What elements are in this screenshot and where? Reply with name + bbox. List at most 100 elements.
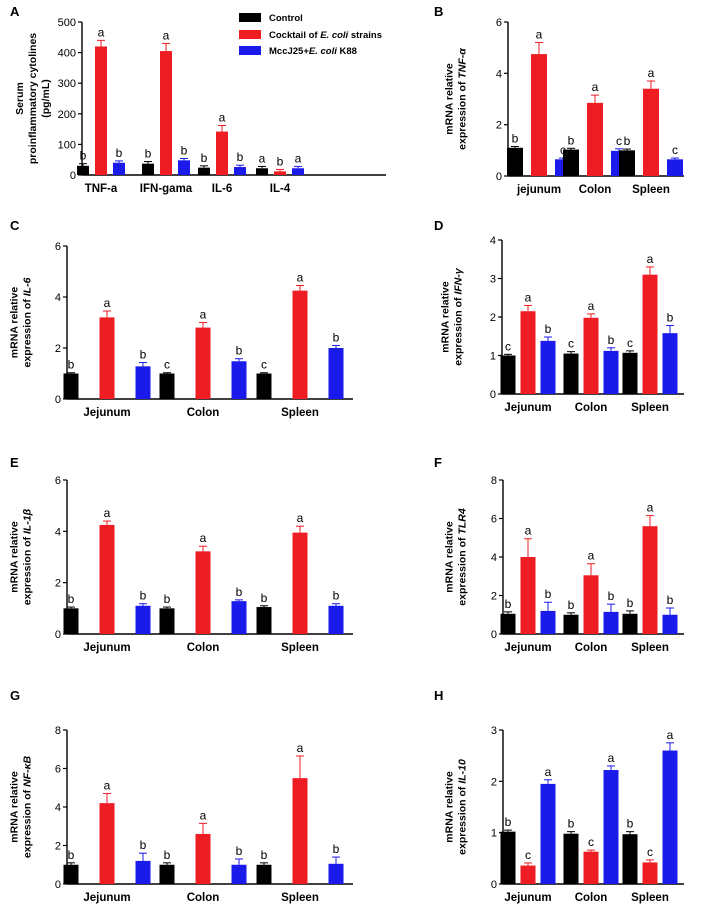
y-tick-label: 6 bbox=[55, 475, 61, 487]
bar-cocktail bbox=[292, 778, 308, 884]
bar-control bbox=[500, 355, 516, 394]
significance-letter: b bbox=[333, 842, 340, 856]
bar-mccj25 bbox=[328, 863, 344, 884]
significance-letter: a bbox=[588, 299, 595, 313]
significance-letter: b bbox=[261, 591, 268, 605]
y-axis-label-part: IFN-γ bbox=[453, 267, 465, 294]
panel-letter: E bbox=[10, 455, 19, 470]
y-tick-label: 0 bbox=[70, 170, 76, 182]
y-tick-label: 2 bbox=[55, 343, 61, 355]
bar-control bbox=[619, 150, 635, 176]
y-tick-label: 100 bbox=[58, 139, 76, 151]
bar-control bbox=[159, 608, 175, 634]
significance-letter: b bbox=[68, 592, 75, 606]
y-tick-label: 0 bbox=[55, 879, 61, 891]
bar-cocktail bbox=[99, 317, 115, 399]
y-axis-label-part: Serum bbox=[14, 82, 26, 115]
bar-cocktail bbox=[95, 46, 107, 176]
panel-C: C 0 2 4 6 mRNA relative expression of IL-6 Jeju… bbox=[9, 218, 353, 419]
bar-mccj25 bbox=[603, 611, 619, 634]
bar-mccj25 bbox=[540, 783, 556, 884]
legend-label-cocktail-part: Cocktail of bbox=[269, 30, 320, 41]
x-category-label: TNF-a bbox=[85, 183, 118, 195]
significance-letter: a bbox=[219, 110, 226, 124]
y-tick-label: 200 bbox=[58, 109, 76, 121]
x-category-label: Jejunum bbox=[83, 892, 130, 904]
panel-letter: H bbox=[434, 688, 443, 703]
bar-cocktail bbox=[292, 532, 308, 634]
significance-letter: a bbox=[295, 151, 302, 165]
significance-letter: c bbox=[672, 143, 678, 157]
significance-letter: b bbox=[667, 310, 674, 324]
y-tick-label: 6 bbox=[55, 241, 61, 253]
significance-letter: a bbox=[98, 25, 105, 39]
significance-letter: a bbox=[648, 66, 655, 80]
significance-letter: a bbox=[200, 308, 207, 322]
significance-letter: b bbox=[568, 817, 575, 831]
significance-letter: b bbox=[181, 143, 188, 157]
bar-control bbox=[563, 353, 579, 394]
bar-cocktail bbox=[216, 131, 228, 175]
x-category-label: IL-6 bbox=[212, 183, 232, 195]
bar-cocktail bbox=[520, 311, 536, 394]
y-axis-label: expression of TNF-α bbox=[457, 48, 469, 150]
panel-letter: C bbox=[10, 218, 20, 233]
legend-label-control-part: Control bbox=[269, 13, 303, 24]
panel-E: E 0 2 4 6 mRNA relative expression of IL-1β Jej… bbox=[9, 455, 353, 654]
x-category-label: Jejunum bbox=[83, 407, 130, 419]
y-axis-label-part: IL-6 bbox=[22, 277, 34, 296]
bar-mccj25 bbox=[662, 333, 678, 394]
panel-letter: F bbox=[434, 455, 442, 470]
significance-letter: b bbox=[236, 844, 243, 858]
y-axis-label: (pg/mL) bbox=[40, 79, 52, 118]
bar-control bbox=[63, 373, 79, 399]
x-category-label: Spleen bbox=[632, 184, 670, 196]
bar-mccj25 bbox=[234, 167, 246, 175]
x-category-label: Spleen bbox=[281, 407, 319, 419]
bar-control bbox=[563, 833, 579, 884]
y-tick-label: 400 bbox=[58, 48, 76, 60]
bar-mccj25 bbox=[231, 601, 247, 634]
y-axis-label: expression of IL-1β bbox=[22, 508, 34, 605]
significance-letter: c bbox=[647, 845, 653, 859]
legend-label-cocktail-part: strains bbox=[348, 30, 382, 41]
significance-letter: a bbox=[545, 765, 552, 779]
y-tick-label: 2 bbox=[55, 578, 61, 590]
bar-control bbox=[256, 373, 272, 399]
panel-F: F 0 2 4 6 8 mRNA relative expression of TLR4 Jej… bbox=[434, 455, 684, 654]
significance-letter: b bbox=[545, 322, 552, 336]
y-axis-label-part: expression of bbox=[457, 535, 469, 606]
bar-mccj25 bbox=[231, 864, 247, 884]
y-tick-label: 4 bbox=[490, 235, 496, 247]
y-tick-label: 0 bbox=[491, 629, 497, 641]
y-axis-label-part: mRNA relative bbox=[9, 771, 21, 843]
bar-cocktail bbox=[643, 88, 659, 176]
y-axis-label-part: (pg/mL) bbox=[40, 79, 52, 118]
x-category-label: Colon bbox=[575, 642, 608, 654]
bar-cocktail bbox=[642, 862, 658, 884]
significance-letter: b bbox=[80, 149, 87, 163]
significance-letter: b bbox=[667, 593, 674, 607]
bar-mccj25 bbox=[292, 168, 304, 175]
panel-G: G 0 2 4 6 8 mRNA relative expression of NF-κB Je… bbox=[9, 688, 353, 904]
bar-mccj25 bbox=[113, 162, 125, 175]
y-axis-label: expression of NF-κB bbox=[22, 755, 34, 858]
legend-label-control: Control bbox=[269, 13, 303, 24]
y-tick-label: 1 bbox=[490, 351, 496, 363]
y-tick-label: 6 bbox=[55, 764, 61, 776]
y-axis-label-part: IL-1β bbox=[22, 508, 34, 534]
significance-letter: a bbox=[647, 252, 654, 266]
bar-mccj25 bbox=[178, 160, 190, 175]
bar-control bbox=[77, 165, 89, 175]
y-axis-label-part: TNF-α bbox=[457, 48, 469, 79]
significance-letter: b bbox=[140, 838, 147, 852]
x-category-label: Jejunum bbox=[83, 642, 130, 654]
x-category-label: Spleen bbox=[281, 892, 319, 904]
bar-cocktail bbox=[195, 551, 211, 634]
significance-letter: a bbox=[104, 506, 111, 520]
significance-letter: b bbox=[333, 330, 340, 344]
bar-control bbox=[563, 614, 579, 634]
significance-letter: a bbox=[297, 741, 304, 755]
y-tick-label: 6 bbox=[496, 17, 502, 29]
y-tick-label: 0 bbox=[55, 629, 61, 641]
